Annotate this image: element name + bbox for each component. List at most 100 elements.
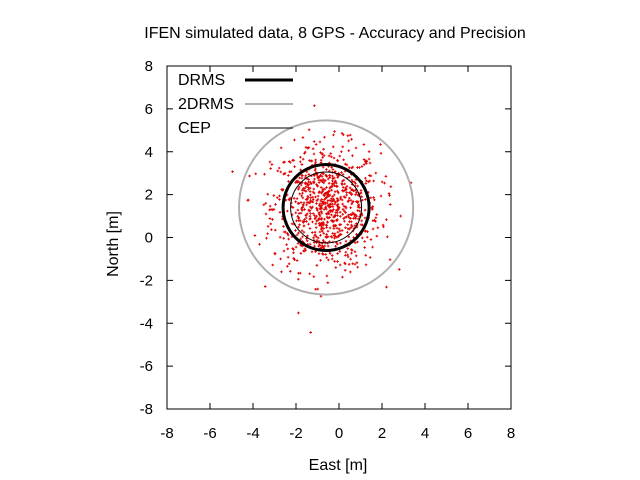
data-point <box>342 217 346 220</box>
data-point <box>322 245 325 249</box>
data-point <box>302 230 306 234</box>
data-point <box>362 163 366 166</box>
data-point <box>325 256 329 260</box>
data-point <box>311 198 315 201</box>
data-point <box>306 196 310 199</box>
data-point <box>297 231 300 235</box>
data-point <box>316 194 320 198</box>
data-point <box>300 207 303 211</box>
data-point <box>322 147 325 151</box>
data-point <box>346 134 350 137</box>
data-point <box>350 251 353 255</box>
data-point <box>388 258 392 262</box>
data-point <box>347 235 351 239</box>
data-point <box>268 208 271 212</box>
data-point <box>297 225 300 229</box>
data-point <box>331 168 335 171</box>
data-point <box>343 162 347 166</box>
data-point <box>318 230 322 234</box>
data-point <box>346 247 350 250</box>
data-point <box>309 212 312 215</box>
data-point <box>320 211 324 215</box>
data-point <box>344 211 347 214</box>
data-point <box>297 277 300 281</box>
data-point <box>254 172 258 176</box>
data-point <box>288 198 291 201</box>
data-point <box>297 185 301 189</box>
data-point <box>269 208 273 211</box>
data-point <box>288 161 292 164</box>
data-point <box>326 244 330 248</box>
data-point <box>286 233 290 237</box>
x-axis-label: East [m] <box>309 457 368 474</box>
data-point <box>331 205 335 208</box>
data-point <box>339 233 343 236</box>
data-point <box>353 189 357 193</box>
data-point <box>335 197 339 200</box>
data-point <box>301 191 304 195</box>
x-tick-label: 8 <box>507 425 515 442</box>
data-point <box>332 224 335 228</box>
data-point <box>292 257 296 260</box>
data-point <box>278 198 281 201</box>
data-point <box>299 252 303 255</box>
data-point <box>308 227 312 230</box>
data-point <box>268 217 272 220</box>
data-point <box>330 188 333 192</box>
data-point <box>379 194 383 198</box>
data-point <box>323 179 327 183</box>
data-point <box>367 157 371 161</box>
data-point <box>325 274 329 278</box>
data-point <box>286 247 290 251</box>
data-point <box>294 229 297 232</box>
data-point <box>343 219 346 223</box>
data-point <box>357 217 360 221</box>
data-point <box>318 175 321 179</box>
data-point <box>314 226 318 229</box>
data-point <box>307 173 311 176</box>
data-point <box>344 205 348 209</box>
data-point <box>332 133 335 137</box>
data-point <box>340 171 343 174</box>
y-tick-label: -6 <box>140 358 153 375</box>
data-point <box>350 192 354 196</box>
data-point <box>282 161 285 164</box>
data-point <box>336 242 339 246</box>
data-point <box>277 166 281 170</box>
data-point <box>319 186 323 189</box>
data-point <box>375 213 379 216</box>
data-point <box>360 236 364 240</box>
data-point <box>332 193 336 197</box>
data-point <box>340 150 343 154</box>
data-point <box>305 201 309 204</box>
data-point <box>350 166 354 170</box>
data-point <box>305 170 309 174</box>
data-point <box>320 227 323 231</box>
data-point <box>322 154 326 157</box>
data-point <box>333 260 336 263</box>
data-point <box>319 259 322 262</box>
data-point <box>364 198 367 201</box>
data-point <box>262 203 266 207</box>
data-point <box>304 216 308 220</box>
data-point <box>345 185 349 188</box>
data-point <box>384 175 388 178</box>
data-point <box>273 251 277 255</box>
data-point <box>308 209 312 212</box>
data-point <box>320 216 324 220</box>
data-point <box>371 205 374 208</box>
data-point <box>348 186 352 190</box>
data-point <box>356 184 360 188</box>
data-point <box>313 104 316 107</box>
data-point <box>302 224 306 228</box>
data-point <box>353 250 357 254</box>
data-point <box>300 229 304 232</box>
data-point <box>308 272 312 276</box>
data-point <box>310 231 314 234</box>
data-point <box>341 213 345 216</box>
data-point <box>264 212 268 216</box>
data-point <box>279 257 282 261</box>
data-point <box>344 226 347 230</box>
data-point <box>373 198 376 202</box>
data-point <box>332 234 336 237</box>
